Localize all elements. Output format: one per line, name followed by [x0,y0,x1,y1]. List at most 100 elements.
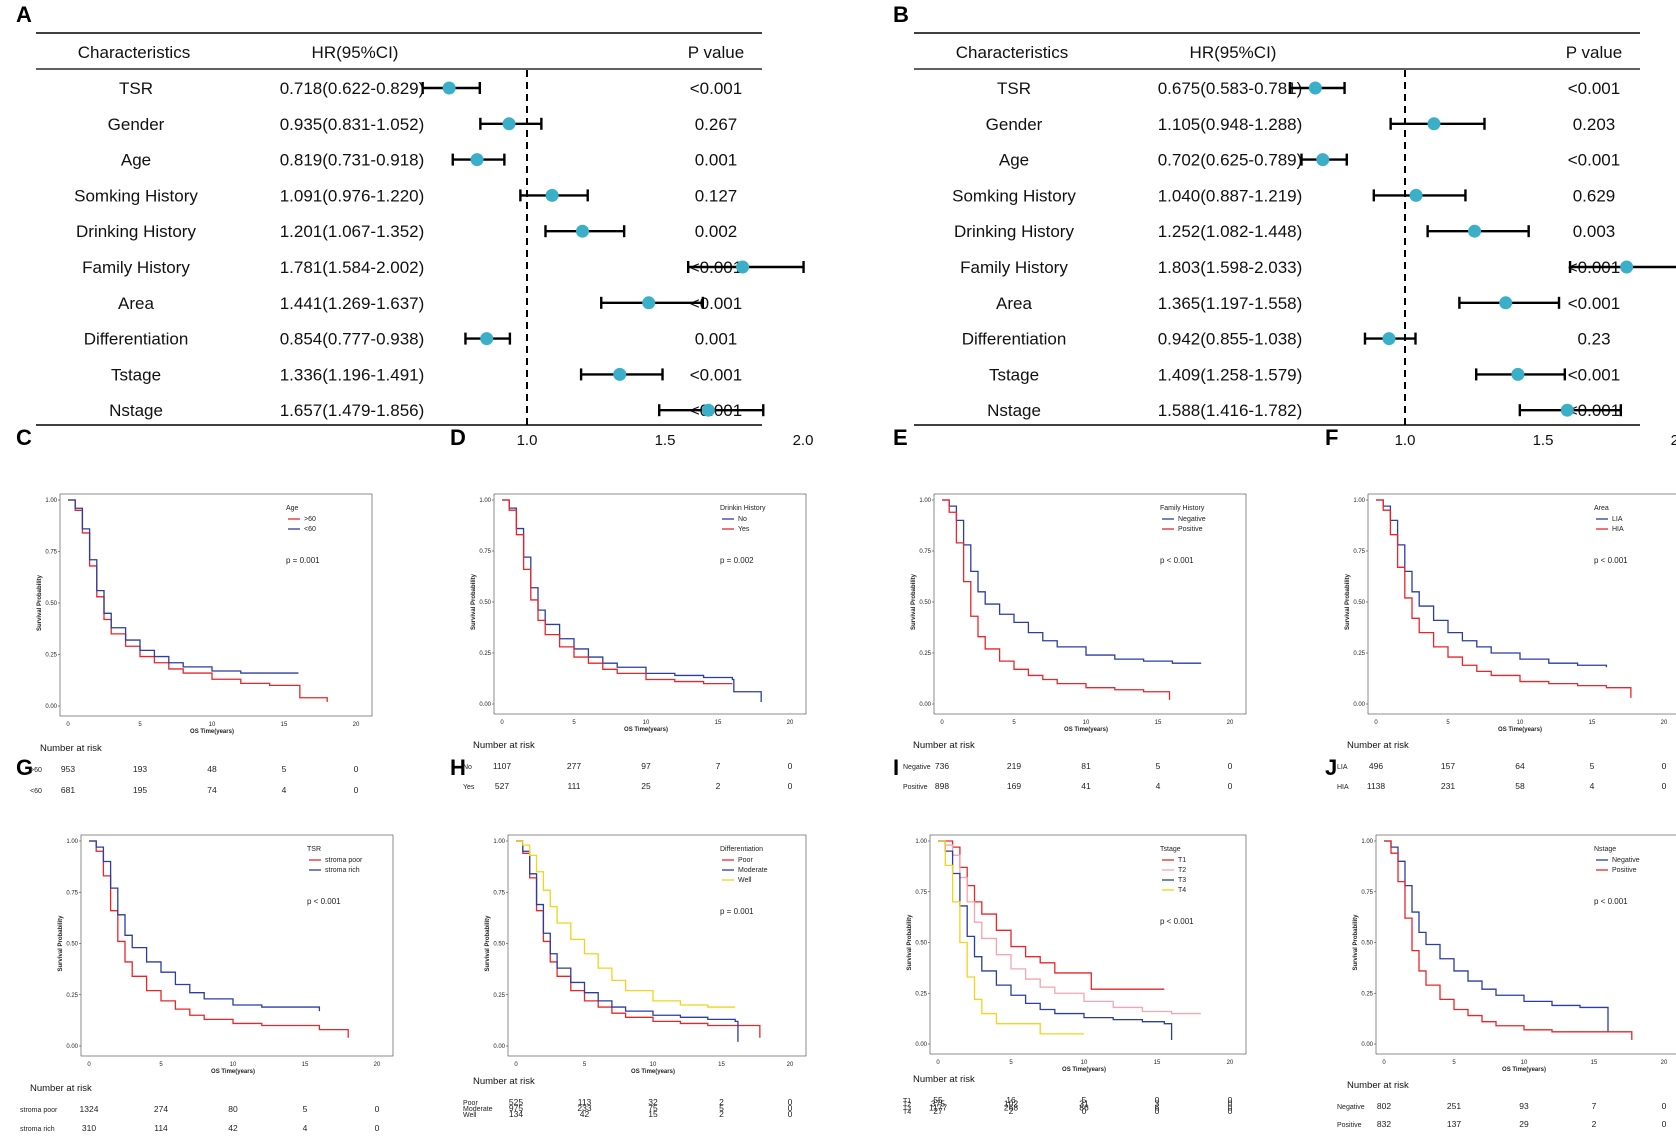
risk-count: 953 [61,764,75,774]
risk-group-label: No [463,764,472,771]
y-tick-label: 0.25 [45,653,57,659]
x-axis-title: OS Time(years) [211,1069,255,1075]
header-pvalue: P value [688,43,744,62]
x-tick-label: 0 [66,722,70,728]
risk-count: 86 [1079,1102,1089,1112]
risk-count: 2 [719,1109,724,1119]
hr-point [442,81,456,95]
risk-count: 0 [788,761,793,771]
risk-count: 58 [1515,781,1525,791]
y-tick-label: 1.00 [919,498,931,504]
risk-count: 802 [1377,1101,1391,1111]
legend-title: Area [1594,505,1609,512]
y-tick-label: 0.75 [1353,549,1365,555]
x-tick-label: 0 [87,1062,91,1068]
row-pvalue: 0.002 [695,222,738,241]
risk-count: 277 [567,761,581,771]
y-axis-title: Survival Probability [1353,914,1359,971]
legend-label: stroma poor [325,857,363,864]
km-curve-1 [502,499,762,702]
legend-label: T4 [1178,887,1186,894]
row-hr-ci: 1.040(0.887-1.219) [1158,186,1303,205]
risk-group-label: Negative [1337,1104,1365,1111]
y-axis-title: Survival Probability [911,573,917,630]
risk-count: 1138 [1367,781,1386,791]
plot-border [1375,834,1676,1055]
risk-count: 1324 [80,1104,99,1114]
hr-point [470,153,484,167]
plot-border [933,493,1247,715]
legend-label: No [738,516,747,523]
x-tick-label: 20 [353,722,360,728]
risk-count: 42 [580,1109,590,1119]
row-label: Area [118,294,154,313]
hr-point [1382,332,1396,346]
y-tick-label: 0.75 [479,549,491,555]
hr-point [502,117,516,131]
risk-group-label: Positive [903,784,928,791]
km-plot-C: 0.00 0.25 0.50 0.75 1.00 0 5 10 15 20 OS Time(year… [30,493,373,795]
risk-count: 0 [1662,1101,1667,1111]
row-hr-ci: 0.854(0.777-0.938) [280,330,425,349]
legend-label: T3 [1178,877,1186,884]
risk-count: 0 [1228,1099,1233,1109]
risk-count: 6 [1155,1102,1160,1112]
x-tick-label: 5 [1452,1060,1456,1066]
hr-point [545,188,559,202]
y-tick-label: 0.00 [45,704,57,710]
hr-point [480,332,494,346]
panel-label-E: E [893,425,908,450]
header-pvalue: P value [1566,43,1622,62]
row-hr-ci: 0.942(0.855-1.038) [1158,330,1303,349]
x-tick-label: 5 [1012,720,1016,726]
y-tick-label: 0.50 [915,941,927,947]
x-tick-label: 1.0 [517,432,538,449]
row-hr-ci: 1.588(1.416-1.782) [1158,401,1303,420]
risk-count: 1177 [929,1102,948,1112]
risk-count: 268 [1004,1102,1018,1112]
legend-label: Well [738,877,752,884]
y-axis-title: Survival Probability [58,915,64,972]
legend-title: Differentiation [720,846,763,853]
x-tick-label: 10 [1521,1060,1528,1066]
x-tick-label: 0 [1382,1060,1386,1066]
risk-count: 496 [1369,761,1383,771]
risk-group-label: stroma rich [20,1126,55,1133]
risk-count: 114 [154,1123,168,1133]
risk-count: 274 [154,1104,168,1114]
risk-count: 2 [1009,1106,1014,1116]
plot-border [59,493,373,717]
panel-label-A: A [16,2,32,27]
legend-title: Age [286,505,299,512]
risk-title: Number at risk [1347,740,1409,751]
legend-label: <60 [304,526,316,533]
risk-group-label: Well [463,1112,477,1119]
risk-count: 0 [354,764,359,774]
row-pvalue: 0.267 [695,115,738,134]
risk-count: 0 [788,1097,793,1107]
km-curve-1 [942,499,1202,664]
header-characteristics: Characteristics [956,43,1068,62]
row-hr-ci: 0.675(0.583-0.781) [1158,79,1303,98]
y-tick-label: 0.75 [919,549,931,555]
y-tick-label: 0.75 [66,890,78,896]
x-axis-title: OS Time(years) [624,727,668,733]
km-plot-F: 0.00 0.25 0.50 0.75 1.00 0 5 10 15 20 OS Time(year… [1337,493,1676,791]
risk-count: 0 [375,1104,380,1114]
x-axis-title: OS Time(years) [1498,727,1542,733]
row-label: Tstage [989,365,1039,384]
risk-count: 2 [719,1097,724,1107]
x-axis-title: OS Time(years) [190,729,234,735]
x-tick-label: 5 [572,720,576,726]
risk-group-label: Yes [463,784,475,791]
row-pvalue: 0.203 [1573,115,1616,134]
row-label: Age [999,151,1029,170]
km-curve-1 [1376,499,1608,668]
y-tick-label: 0.25 [919,651,931,657]
x-tick-label: 0 [1374,720,1378,726]
p-value: p < 0.001 [1160,556,1194,565]
risk-count: 81 [1081,761,1091,771]
legend-label: T2 [1178,867,1186,874]
risk-count: 16 [1006,1095,1016,1105]
risk-count: 219 [1007,761,1021,771]
